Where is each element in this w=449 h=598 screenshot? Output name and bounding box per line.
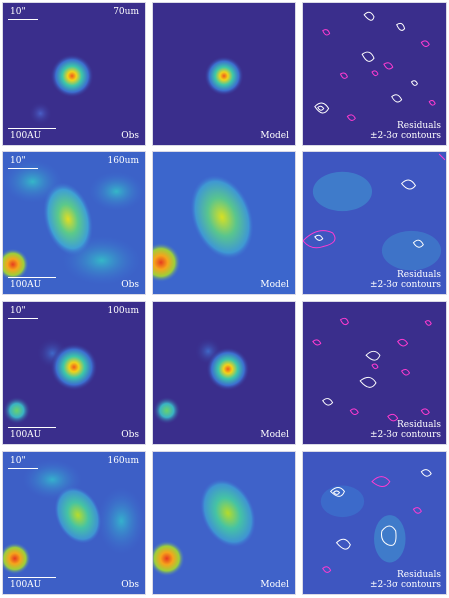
obs-label: Obs (121, 280, 139, 290)
residuals-label: Residuals ±2-3σ contours (370, 570, 441, 590)
model-label: Model (260, 280, 289, 290)
band-label: 160um (107, 156, 139, 166)
obs-image-row4 (3, 452, 145, 594)
obs-panel-row4: 10" 160um 100AU Obs (2, 451, 146, 595)
residual-panel-row2: Residuals ±2-3σ contours (302, 151, 447, 295)
model-panel-row2: Model (152, 151, 296, 295)
obs-label: Obs (121, 430, 139, 440)
obs-panel-row3: 10" 100um 100AU Obs (2, 301, 146, 445)
model-label: Model (260, 131, 289, 141)
residual-panel-row3: Residuals ±2-3σ contours (302, 301, 447, 445)
angular-scale-label: 10" (10, 456, 26, 466)
residual-contours-row2 (303, 152, 446, 294)
obs-image-row2 (3, 152, 145, 294)
model-panel-row1: Model (152, 2, 296, 146)
obs-panel-row1: 10" 70um 100AU Obs (2, 2, 146, 146)
angular-scale-bar (8, 168, 38, 169)
physical-scale-label: 100AU (10, 280, 42, 290)
residual-panel-row1: Residuals ±2-3σ contours (302, 2, 447, 146)
residual-contours-row3 (312, 317, 432, 422)
model-panel-row3: Model (152, 301, 296, 445)
physical-scale-label: 100AU (10, 580, 42, 590)
band-label: 160um (107, 456, 139, 466)
angular-scale-bar (8, 468, 38, 469)
angular-scale-bar (8, 19, 38, 20)
contours-note: ±2-3σ contours (369, 580, 441, 590)
residuals-label: Residuals ±2-3σ contours (370, 270, 441, 290)
obs-label: Obs (121, 131, 139, 141)
residuals-title: Residuals (396, 121, 441, 131)
contours-note: ±2-3σ contours (369, 131, 441, 141)
model-image-row2 (153, 152, 295, 294)
residuals-title: Residuals (396, 570, 441, 580)
residual-panel-row4: Residuals ±2-3σ contours (302, 451, 447, 595)
residuals-label: Residuals ±2-3σ contours (370, 420, 441, 440)
obs-panel-row2: 10" 160um 100AU Obs (2, 151, 146, 295)
model-image-row3 (153, 337, 250, 425)
residual-contours-row4 (320, 469, 432, 573)
physical-scale-bar (8, 128, 56, 129)
residuals-title: Residuals (396, 420, 441, 430)
contours-note: ±2-3σ contours (369, 430, 441, 440)
residual-contours-row1 (314, 11, 436, 121)
residuals-label: Residuals ±2-3σ contours (370, 121, 441, 141)
angular-scale-label: 10" (10, 156, 26, 166)
model-image-row4 (153, 452, 295, 594)
model-label: Model (260, 430, 289, 440)
model-label: Model (260, 580, 289, 590)
obs-image-row1 (28, 54, 94, 126)
physical-scale-bar (8, 277, 56, 278)
physical-scale-label: 100AU (10, 131, 42, 141)
angular-scale-label: 10" (10, 306, 26, 316)
model-panel-row4: Model (152, 451, 296, 595)
band-label: 100um (107, 306, 139, 316)
model-image-row1 (204, 56, 244, 96)
contours-note: ±2-3σ contours (369, 280, 441, 290)
residuals-title: Residuals (396, 270, 441, 280)
obs-label: Obs (121, 580, 139, 590)
angular-scale-bar (8, 318, 38, 319)
physical-scale-bar (8, 427, 56, 428)
physical-scale-label: 100AU (10, 430, 42, 440)
band-label: 70um (113, 7, 139, 17)
physical-scale-bar (8, 577, 56, 578)
angular-scale-label: 10" (10, 7, 26, 17)
obs-image-row3 (3, 337, 98, 425)
